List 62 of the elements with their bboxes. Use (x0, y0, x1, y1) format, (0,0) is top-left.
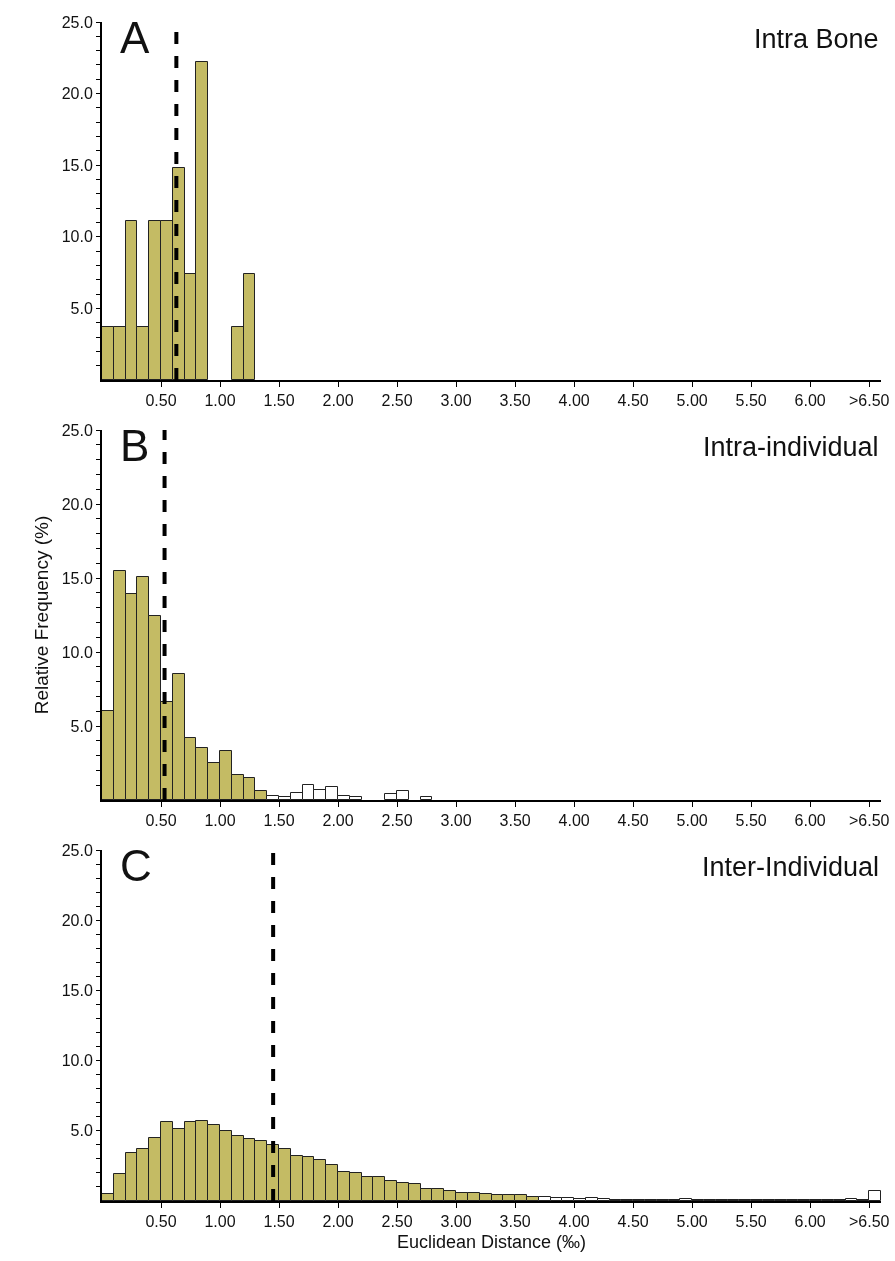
x-tick-label: >6.50 (848, 392, 890, 410)
x-tick-label: 6.00 (794, 812, 826, 830)
x-tick-label: 1.00 (204, 392, 236, 410)
x-tick-label: 4.50 (617, 812, 649, 830)
y-tick-label: 15.0 (61, 569, 93, 587)
y-tick-label: 10.0 (61, 228, 93, 246)
y-tick-label: 15.0 (61, 982, 93, 999)
x-tick-label: 4.00 (558, 812, 590, 830)
annotation: B (120, 421, 150, 470)
x-tick-label: >6.50 (848, 812, 890, 830)
x-tick-label: 4.50 (617, 1213, 649, 1231)
y-tick-label: 20.0 (61, 495, 93, 513)
x-tick-label: 5.50 (735, 1213, 767, 1231)
y-tick-label: 25.0 (61, 841, 93, 859)
x-tick-label: 2.50 (381, 392, 413, 410)
y-tick-label: 5.0 (70, 300, 93, 317)
annotation: C (120, 841, 152, 890)
x-tick-label: 2.50 (381, 812, 413, 830)
x-tick-label: 1.50 (263, 812, 295, 830)
x-tick-label: 2.00 (322, 392, 354, 410)
y-tick-label: 10.0 (61, 1052, 93, 1070)
x-tick-label: 2.00 (322, 1213, 354, 1231)
x-tick-label: 4.50 (617, 392, 649, 410)
y-tick-label: 20.0 (61, 85, 93, 103)
x-tick-label: >6.50 (848, 1213, 890, 1231)
x-tick-label: 5.00 (676, 812, 708, 830)
y-tick-label: 5.0 (70, 1122, 93, 1140)
chart-title: Inter-Individual (702, 852, 880, 882)
x-tick-label: 3.00 (440, 812, 472, 830)
x-tick-label: 5.50 (735, 812, 767, 830)
x-tick-label: 5.00 (676, 392, 708, 410)
y-axis-title: Relative Frequency (%) (31, 515, 53, 715)
x-tick-label: 2.00 (322, 812, 354, 830)
x-tick-label: 1.50 (263, 1213, 295, 1231)
x-tick-label: 6.00 (794, 392, 826, 410)
chart-title: Intra-individual (703, 432, 879, 462)
x-tick-label: 3.50 (499, 392, 531, 410)
x-tick-label: 6.00 (794, 1213, 826, 1231)
x-tick-label: 4.00 (558, 1213, 590, 1231)
x-tick-label: 0.50 (145, 812, 177, 830)
annotation: A (120, 13, 150, 62)
x-tick-label: 5.00 (676, 1213, 708, 1231)
x-tick-label: 3.50 (499, 1213, 531, 1231)
x-axis-title: Euclidean Distance (‰) (396, 1231, 587, 1252)
x-tick-label: 0.50 (145, 392, 177, 410)
y-tick-label: 25.0 (61, 13, 93, 31)
y-tick-label: 10.0 (61, 643, 93, 661)
y-tick-label: 20.0 (61, 911, 93, 929)
x-tick-label: 3.00 (440, 1213, 472, 1231)
x-tick-label: 3.50 (499, 812, 531, 830)
x-tick-label: 0.50 (145, 1213, 177, 1231)
chart-title: Intra Bone (754, 24, 879, 54)
y-tick-label: 15.0 (61, 156, 93, 174)
y-tick-label: 25.0 (61, 421, 93, 439)
y-tick-label: 5.0 (70, 717, 93, 735)
x-tick-label: 2.50 (381, 1213, 413, 1231)
x-tick-label: 1.00 (204, 812, 236, 830)
x-tick-label: 1.00 (204, 1213, 236, 1231)
x-tick-label: 4.00 (558, 392, 590, 410)
x-tick-label: 3.00 (440, 392, 472, 410)
x-tick-label: 1.50 (263, 392, 295, 410)
x-tick-label: 5.50 (735, 392, 767, 410)
